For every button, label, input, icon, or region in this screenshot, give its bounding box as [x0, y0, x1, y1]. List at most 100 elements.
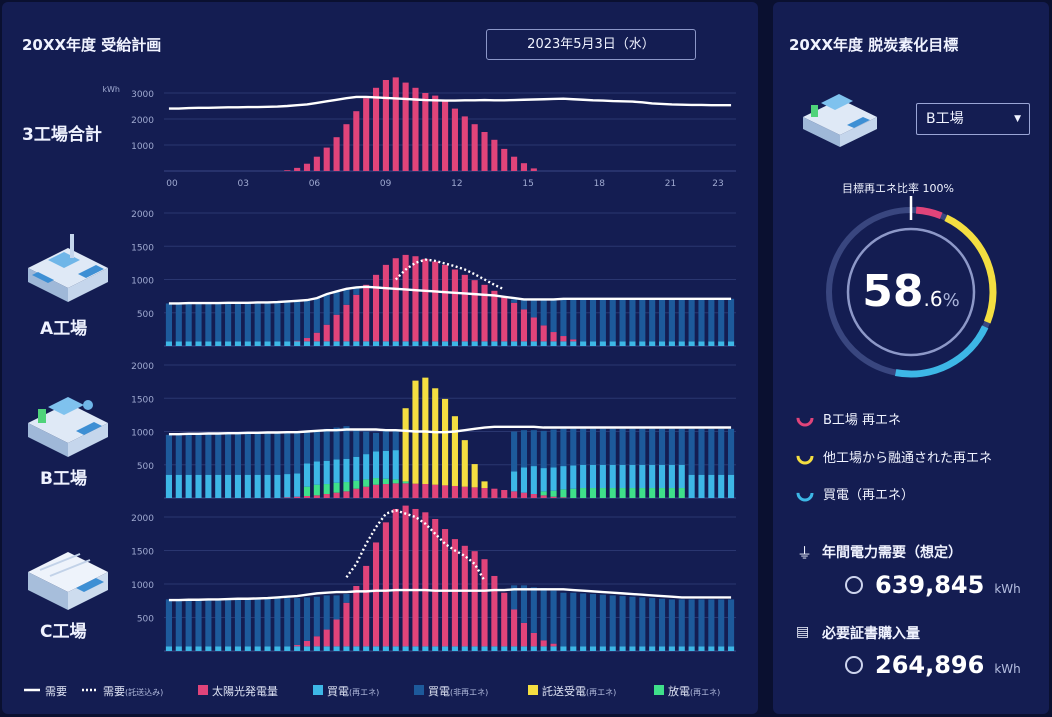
ring-legend-b-icon	[796, 409, 814, 427]
bar-buy-nonre	[698, 428, 705, 475]
bar-discharge	[323, 484, 330, 495]
bar-buy-re	[580, 646, 587, 651]
bar-transfer	[402, 408, 409, 482]
bar-solar	[313, 156, 320, 171]
bar-buy-re	[609, 464, 616, 489]
bar-buy-re	[313, 461, 320, 485]
bar-buy-re	[629, 464, 636, 489]
bar-buy-re	[333, 646, 340, 651]
bar-buy-re	[589, 646, 597, 651]
bar-solar	[442, 485, 449, 498]
bar-buy-re	[698, 474, 705, 498]
bar-buy-nonre	[658, 428, 666, 465]
bar-buy-re	[511, 471, 518, 492]
bar-buy-nonre	[570, 298, 577, 340]
bar-solar	[382, 264, 389, 342]
bar-buy-re	[639, 464, 646, 489]
bar-buy-re	[678, 464, 685, 489]
bar-buy-nonre	[274, 302, 281, 342]
bar-buy-re	[274, 474, 281, 498]
bar-buy-nonre	[333, 427, 340, 460]
bar-buy-re	[333, 341, 340, 346]
legend-demand-transfer-sub: (託送込み)	[125, 688, 164, 697]
bar-buy-re	[284, 474, 291, 498]
y-tick-label: 1000	[131, 581, 154, 591]
certificate-number: 264,896	[875, 651, 985, 679]
bar-discharge	[570, 488, 577, 498]
bar-buy-nonre	[658, 598, 666, 647]
legend-transfer-label: 託送受電	[542, 685, 586, 698]
ratio-dec: .6	[923, 287, 943, 311]
bar-discharge	[343, 482, 350, 492]
bar-solar	[520, 622, 528, 647]
bar-solar	[402, 483, 409, 498]
bar-buy-nonre	[668, 298, 675, 342]
bar-buy-re	[708, 341, 715, 346]
bar-solar	[422, 484, 429, 498]
bar-buy-re	[639, 341, 646, 346]
bar-discharge	[313, 484, 320, 496]
bar-buy-nonre	[323, 595, 330, 630]
bar-buy-nonre	[165, 599, 172, 647]
factory-c-icon	[28, 552, 108, 610]
date-picker[interactable]: 2023年5月3日（水）	[486, 29, 696, 60]
bar-solar	[284, 497, 291, 498]
legend-transfer-swatch	[528, 685, 538, 695]
bar-buy-re	[353, 456, 360, 481]
bar-buy-nonre	[264, 433, 271, 475]
bar-buy-nonre	[580, 298, 587, 342]
chart-c: 2000 1500 1000 500	[131, 505, 736, 652]
bar-buy-nonre	[175, 599, 182, 647]
bar-buy-re	[254, 646, 261, 651]
bar-buy-re	[649, 464, 656, 489]
ring-segment-other-re	[944, 214, 997, 324]
demand-line	[168, 95, 732, 110]
legend-discharge: 放電(再エネ)	[668, 683, 720, 699]
bar-discharge	[363, 479, 370, 487]
bar-transfer	[442, 398, 449, 486]
bar-buy-re	[195, 646, 202, 651]
bar-buy-re	[323, 646, 330, 651]
bar-solar	[343, 602, 350, 647]
bar-buy-re	[530, 341, 537, 346]
demand-line	[168, 588, 732, 602]
bar-buy-re	[619, 646, 626, 651]
bar-buy-re	[264, 646, 271, 651]
bar-buy-nonre	[550, 429, 557, 468]
bar-buy-re	[550, 646, 557, 651]
bar-buy-re	[244, 646, 251, 651]
bar-buy-nonre	[718, 599, 725, 647]
factory-select[interactable]: B工場 ▼	[916, 103, 1030, 135]
bar-solar	[323, 324, 330, 342]
ring-segment-buy-re	[894, 325, 989, 378]
y-tick-label: 500	[137, 615, 154, 625]
bar-buy-re	[363, 646, 370, 651]
x-tick-label: 03	[237, 179, 248, 189]
bar-solar	[343, 124, 350, 171]
factory-select-value: B工場	[926, 111, 964, 127]
ring-legend-buy: 買電（再エネ）	[823, 488, 915, 503]
bar-buy-re	[363, 454, 370, 480]
bar-transfer	[432, 388, 439, 485]
bar-buy-nonre	[382, 430, 389, 451]
renewable-ratio-ring	[826, 196, 997, 378]
legend-buy-nonre: 買電(非再エネ)	[428, 683, 488, 699]
bar-discharge	[678, 488, 685, 498]
bar-buy-nonre	[195, 303, 202, 342]
bar-solar	[353, 488, 360, 498]
bar-discharge	[372, 478, 380, 485]
certificate-unit: kWh	[994, 662, 1021, 676]
bar-buy-nonre	[244, 598, 251, 647]
bar-solar	[461, 545, 468, 647]
x-tick-label: 09	[380, 179, 392, 189]
bar-buy-re	[589, 464, 597, 489]
bar-buy-re	[363, 341, 370, 346]
bar-buy-re	[560, 466, 567, 490]
bar-solar	[432, 95, 439, 171]
bar-buy-re	[540, 341, 547, 346]
bar-buy-re	[284, 341, 291, 346]
bar-solar	[313, 636, 320, 647]
bar-buy-re	[294, 341, 301, 346]
bar-buy-nonre	[530, 299, 537, 318]
bar-solar	[461, 116, 468, 171]
